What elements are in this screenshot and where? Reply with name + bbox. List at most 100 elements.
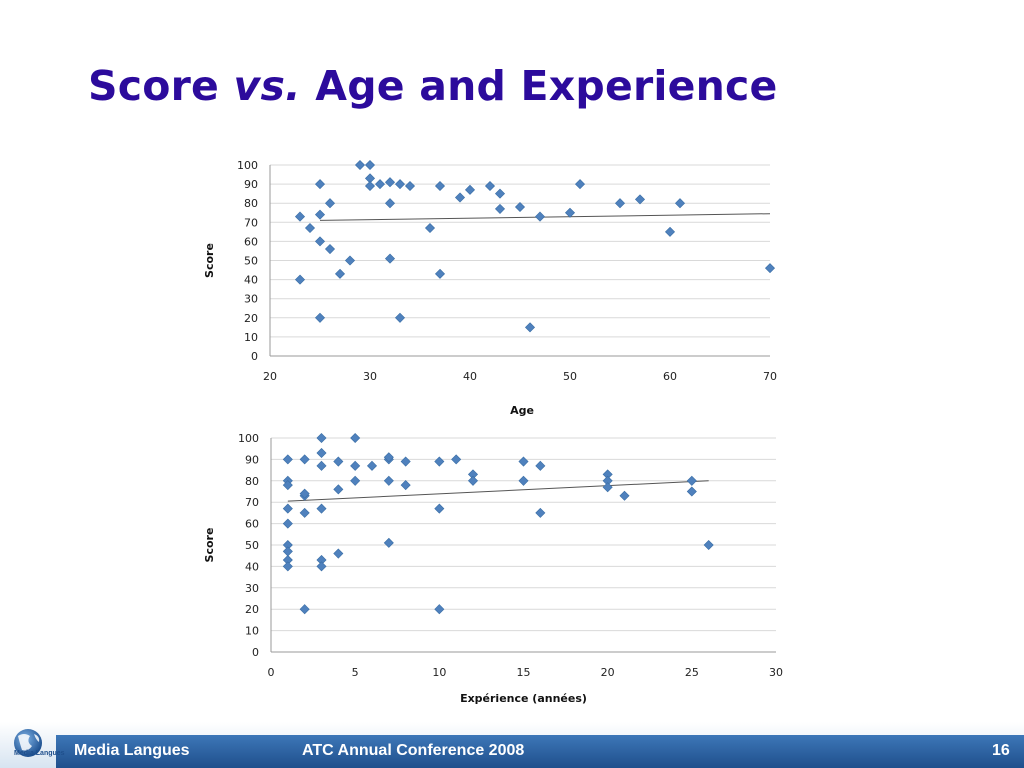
age-chart-data-point bbox=[314, 236, 326, 247]
age-chart-data-point bbox=[354, 159, 366, 171]
experience-chart-y-tick-label: 50 bbox=[245, 539, 259, 552]
experience-chart-data-point bbox=[282, 518, 293, 529]
experience-chart-data-point bbox=[282, 480, 293, 491]
age-chart-data-point bbox=[314, 209, 326, 220]
experience-chart-y-tick-label: 10 bbox=[245, 625, 259, 638]
experience-chart-data-point bbox=[299, 488, 310, 499]
age-chart-x-tick-label: 20 bbox=[263, 370, 277, 383]
age-chart-data-point bbox=[524, 322, 536, 333]
experience-chart-data-point bbox=[333, 548, 344, 559]
age-chart-x-tick-label: 50 bbox=[563, 370, 577, 383]
age-chart-data-point bbox=[454, 192, 466, 203]
age-chart-y-tick-label: 50 bbox=[244, 255, 258, 268]
age-chart-data-point bbox=[664, 226, 676, 237]
age-chart-data-point bbox=[404, 180, 416, 192]
age-chart-data-point bbox=[314, 179, 326, 190]
experience-chart-data-point bbox=[299, 507, 310, 518]
age-chart-data-point bbox=[364, 159, 376, 171]
experience-chart-data-point bbox=[383, 475, 394, 486]
age-chart-data-point bbox=[384, 177, 396, 188]
age-chart-x-axis-title: Age bbox=[510, 404, 534, 417]
experience-chart-y-tick-label: 0 bbox=[252, 646, 259, 659]
age-chart-y-tick-label: 60 bbox=[244, 235, 258, 248]
experience-chart-data-point bbox=[316, 432, 327, 444]
experience-chart-data-point bbox=[383, 452, 394, 463]
experience-chart-y-tick-label: 30 bbox=[245, 582, 259, 595]
title-part-score: Score bbox=[88, 62, 234, 110]
age-chart-data-point bbox=[634, 194, 646, 205]
title-part-vs: vs. bbox=[233, 62, 301, 110]
age-chart-y-tick-label: 30 bbox=[244, 293, 258, 306]
experience-chart-data-point bbox=[316, 460, 327, 471]
experience-chart-data-point bbox=[333, 484, 344, 495]
experience-chart-y-axis-title: Score bbox=[203, 528, 216, 563]
age-chart-data-point bbox=[344, 255, 356, 266]
age-chart-data-point bbox=[384, 198, 396, 209]
experience-chart-x-tick-label: 0 bbox=[268, 666, 275, 679]
globe-icon bbox=[14, 729, 42, 757]
experience-chart-data-point bbox=[434, 503, 445, 514]
experience-chart-data-point bbox=[535, 460, 546, 471]
age-chart-data-point bbox=[484, 180, 496, 192]
age-chart-x-tick-label: 60 bbox=[663, 370, 677, 383]
experience-chart-y-tick-label: 80 bbox=[245, 475, 259, 488]
experience-chart-x-tick-label: 5 bbox=[352, 666, 359, 679]
age-chart-x-tick-label: 70 bbox=[763, 370, 777, 383]
experience-chart-data-point bbox=[451, 454, 462, 465]
age-chart-data-point bbox=[384, 253, 396, 264]
age-chart-data-point bbox=[294, 274, 306, 285]
experience-chart-y-tick-label: 20 bbox=[245, 603, 259, 616]
experience-chart-data-point bbox=[282, 454, 293, 465]
age-chart-y-tick-label: 40 bbox=[244, 274, 258, 287]
age-chart-data-point bbox=[394, 179, 406, 190]
footer-page-number: 16 bbox=[992, 742, 1010, 759]
experience-chart-data-point bbox=[400, 480, 411, 491]
experience-score-scatter-chart: 0 10 20 30 40 50 60 70 80 90 100 0 5 10 15 20 25 30 Expéri… bbox=[203, 432, 783, 705]
experience-chart-data-point bbox=[383, 537, 394, 548]
experience-chart-x-tick-label: 20 bbox=[601, 666, 615, 679]
experience-chart-data-point bbox=[316, 503, 327, 514]
age-chart-y-tick-label: 10 bbox=[244, 331, 258, 344]
experience-chart-data-point bbox=[350, 432, 361, 444]
age-chart-data-point bbox=[324, 244, 336, 255]
age-chart-data-point bbox=[364, 180, 376, 192]
title-part-rest: Age and Experience bbox=[300, 62, 778, 110]
experience-chart-data-point bbox=[518, 475, 529, 486]
age-chart-y-tick-label: 70 bbox=[244, 216, 258, 229]
experience-chart-data-point bbox=[282, 561, 293, 572]
experience-chart-data-point bbox=[703, 539, 714, 551]
age-chart-data-point bbox=[424, 223, 436, 234]
age-chart-data-point bbox=[674, 198, 686, 209]
age-chart-y-tick-label: 20 bbox=[244, 312, 258, 325]
age-chart-y-tick-label: 90 bbox=[244, 178, 258, 191]
age-chart-data-point bbox=[534, 211, 546, 222]
experience-chart-data-point bbox=[333, 456, 344, 467]
age-chart-y-tick-label: 100 bbox=[237, 159, 258, 172]
experience-chart-data-point bbox=[686, 475, 697, 486]
experience-chart-y-tick-label: 100 bbox=[238, 432, 259, 445]
experience-chart-y-tick-label: 40 bbox=[245, 560, 259, 573]
experience-chart-data-point bbox=[316, 447, 327, 459]
experience-chart-data-point bbox=[299, 604, 310, 615]
experience-chart-y-tick-label: 60 bbox=[245, 518, 259, 531]
experience-chart-trendline bbox=[287, 480, 709, 502]
age-chart-data-point bbox=[394, 312, 406, 323]
age-chart-data-point bbox=[494, 188, 506, 199]
age-chart-data-point bbox=[304, 223, 316, 234]
age-chart-data-point bbox=[764, 263, 776, 274]
age-chart-data-point bbox=[514, 201, 526, 213]
age-chart-trendline bbox=[319, 213, 771, 221]
experience-chart-data-point bbox=[316, 561, 327, 572]
footer-band bbox=[56, 735, 1024, 768]
experience-chart-y-tick-label: 90 bbox=[245, 453, 259, 466]
age-chart-x-tick-label: 40 bbox=[463, 370, 477, 383]
experience-chart-data-point bbox=[602, 482, 613, 493]
experience-chart-data-point bbox=[619, 490, 630, 501]
experience-chart-data-point bbox=[299, 454, 310, 465]
age-chart-data-point bbox=[494, 203, 506, 214]
experience-chart-data-point bbox=[434, 604, 445, 615]
experience-chart-data-point bbox=[350, 475, 361, 486]
experience-chart-x-tick-label: 15 bbox=[517, 666, 531, 679]
experience-chart-x-tick-label: 25 bbox=[685, 666, 699, 679]
slide-title: Score vs. Age and Experience bbox=[88, 62, 778, 110]
